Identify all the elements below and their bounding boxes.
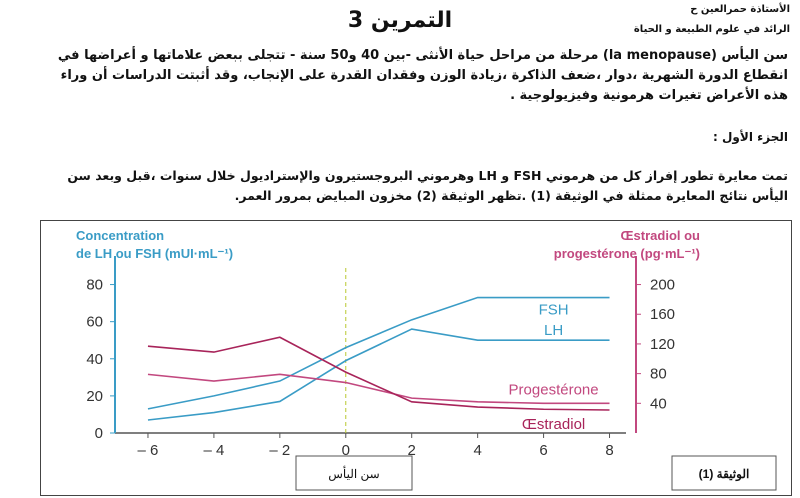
intro: سن اليأس (la menopause) مرحلة من مراحل ح… [57, 48, 788, 103]
y2-axis-title: Œstradiol ou [621, 228, 701, 243]
series-label: Œstradiol [522, 416, 585, 433]
part-text: تمت معايرة تطور إفراز كل من هرموني FSH و… [67, 168, 788, 203]
y-tick-label: 40 [86, 351, 103, 368]
y2-axis-title: progestérone (pg·mL⁻¹) [554, 246, 700, 261]
series-line [147, 336, 610, 411]
figure-frame [40, 220, 792, 496]
x-tick-label: 8 [605, 442, 613, 459]
y2-tick-label: 200 [650, 277, 675, 294]
x-tick-label: 0 [342, 442, 350, 459]
series-label: Progestérone [509, 381, 599, 398]
subject: الرائد في علوم الطبيعة و الحياة [633, 24, 790, 35]
y-tick-label: 60 [86, 314, 103, 331]
xlabel-box [295, 455, 413, 491]
figure: – 6– 4– 2 0 2 4 6 80204060804080120160200Conc… [40, 220, 792, 496]
x-tick-label: – 4 [203, 442, 224, 459]
y-tick-label: 80 [86, 277, 103, 294]
y-tick-label: 20 [86, 388, 103, 405]
y2-tick-label: 80 [650, 366, 667, 383]
x-axis-title: سن اليأس [328, 465, 379, 481]
doc-label: الوثيقة (1) [699, 467, 750, 482]
part-title: الجزء الأول : [713, 130, 788, 144]
doc-label-box [671, 455, 777, 491]
series-label: FSH [539, 302, 569, 319]
series-label: LH [544, 322, 563, 339]
y2-tick-label: 160 [650, 306, 675, 323]
teacher: الأستاذة حمرالعين ح [690, 4, 790, 15]
y2-tick-label: 40 [650, 395, 667, 412]
x-tick-label: – 2 [269, 442, 290, 459]
series-line [147, 296, 610, 410]
y-axis-title: de LH ou FSH (mUI·mL⁻¹) [76, 246, 233, 261]
x-tick-label: 6 [539, 442, 547, 459]
series-line [147, 328, 610, 421]
exercise-title: التمرين 3 [347, 8, 453, 33]
x-tick-label: 2 [408, 442, 416, 459]
series-line [147, 373, 610, 405]
y2-tick-label: 120 [650, 336, 675, 353]
x-tick-label: 4 [473, 442, 481, 459]
y-tick-label: 0 [95, 425, 103, 442]
x-tick-label: – 6 [138, 442, 159, 459]
y-axis-title: Concentration [76, 228, 164, 243]
